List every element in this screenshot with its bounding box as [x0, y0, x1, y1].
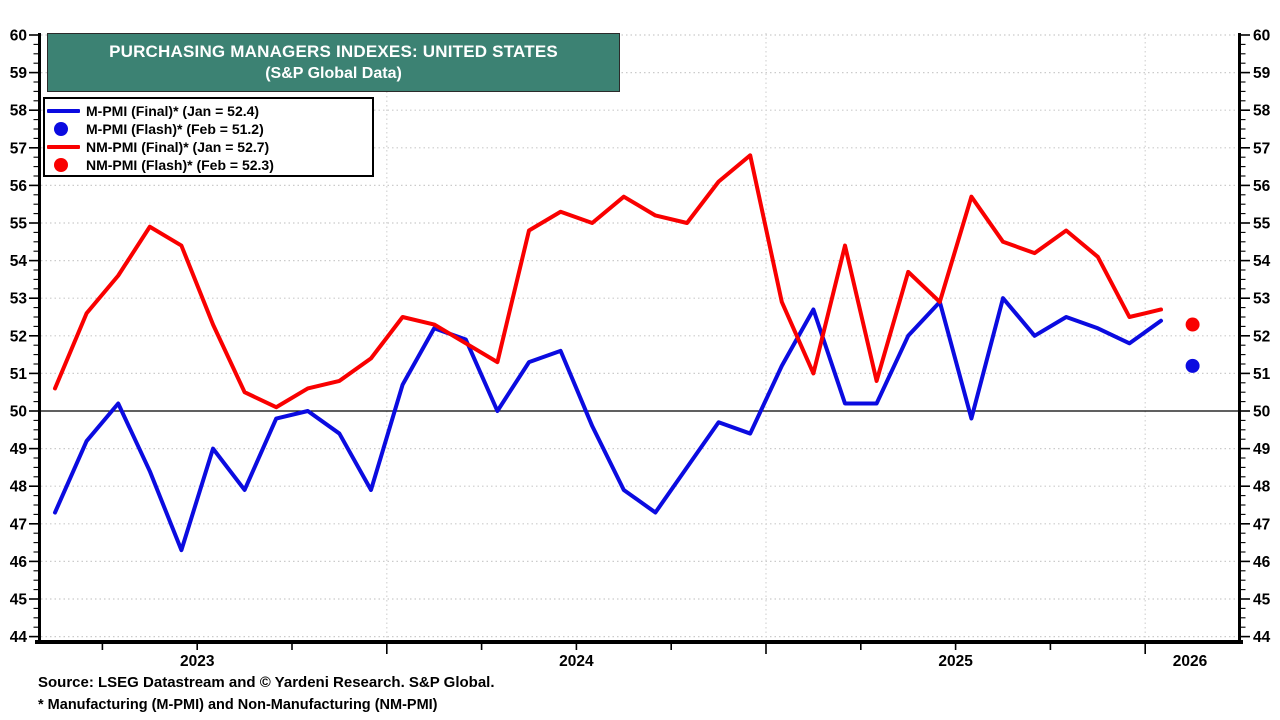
- legend-line-marker-blue: [47, 109, 83, 113]
- legend-label: M-PMI (Flash)* (Feb = 51.2): [86, 121, 264, 137]
- legend-label: NM-PMI (Flash)* (Feb = 52.3): [86, 157, 274, 173]
- y-axis-right: [1238, 33, 1241, 641]
- y-axis-label-left: 45: [10, 592, 28, 609]
- y-axis-label-right: 48: [1253, 479, 1271, 496]
- m-pmi-line: [53, 296, 1163, 553]
- y-axis-label-right: 46: [1253, 554, 1271, 571]
- y-axis-label-left: 46: [10, 554, 28, 571]
- chart-subtitle: (S&P Global Data): [265, 65, 402, 82]
- chart-title-box: PURCHASING MANAGERS INDEXES: UNITED STAT…: [47, 33, 620, 92]
- y-axis-label-right: 53: [1253, 291, 1271, 308]
- y-axis-label-left: 52: [10, 328, 27, 345]
- y-axis-label-right: 51: [1253, 366, 1271, 383]
- m-pmi-flash--dot: [1185, 358, 1200, 373]
- legend-item-m-pmi-final: M-PMI (Final)* (Jan = 52.4): [45, 102, 372, 120]
- y-axis-label-right: 60: [1253, 28, 1270, 45]
- y-axis-label-left: 60: [10, 28, 27, 45]
- y-axis-label-left: 49: [10, 441, 28, 458]
- x-year-label: 2023: [180, 653, 215, 670]
- legend-item-nm-pmi-flash: NM-PMI (Flash)* (Feb = 52.3): [45, 156, 372, 174]
- y-axis-label-left: 48: [10, 479, 28, 496]
- legend-item-nm-pmi-final: NM-PMI (Final)* (Jan = 52.7): [45, 138, 372, 156]
- y-axis-label-left: 44: [10, 629, 28, 646]
- y-axis-label-right: 59: [1253, 65, 1271, 82]
- legend-dot-marker-blue: [47, 122, 83, 136]
- y-axis-label-right: 58: [1253, 103, 1271, 120]
- x-axis: [35, 640, 1243, 644]
- y-axis-label-right: 55: [1253, 216, 1271, 233]
- y-axis-label-right: 47: [1253, 516, 1270, 533]
- y-axis-label-right: 52: [1253, 328, 1270, 345]
- legend-label: M-PMI (Final)* (Jan = 52.4): [86, 103, 260, 119]
- x-year-label: 2026: [1173, 653, 1208, 670]
- y-axis-label-left: 51: [10, 366, 28, 383]
- footnote-text: * Manufacturing (M-PMI) and Non-Manufact…: [38, 697, 438, 713]
- y-axis-label-left: 50: [10, 404, 27, 421]
- y-axis-label-left: 57: [10, 140, 27, 157]
- legend-dot-marker-red: [47, 158, 83, 172]
- y-axis-left: [38, 33, 41, 641]
- legend-line-marker-red: [47, 145, 83, 149]
- y-axis-label-left: 59: [10, 65, 28, 82]
- legend-label: NM-PMI (Final)* (Jan = 52.7): [86, 139, 270, 155]
- x-year-label: 2024: [559, 653, 594, 670]
- nm-pmi-line: [53, 153, 1163, 410]
- y-axis-label-left: 53: [10, 291, 28, 308]
- y-axis-label-left: 47: [10, 516, 27, 533]
- y-axis-label-left: 56: [10, 178, 28, 195]
- chart-title: PURCHASING MANAGERS INDEXES: UNITED STAT…: [109, 42, 558, 61]
- legend: M-PMI (Final)* (Jan = 52.4) M-PMI (Flash…: [43, 97, 374, 177]
- legend-item-m-pmi-flash: M-PMI (Flash)* (Feb = 51.2): [45, 120, 372, 138]
- nm-pmi-flash--dot: [1185, 317, 1200, 332]
- source-text: Source: LSEG Datastream and © Yardeni Re…: [38, 674, 495, 691]
- y-axis-label-right: 54: [1253, 253, 1271, 270]
- y-axis-label-right: 45: [1253, 592, 1271, 609]
- y-axis-label-right: 49: [1253, 441, 1271, 458]
- x-year-label: 2025: [938, 653, 973, 670]
- y-axis-label-left: 54: [10, 253, 28, 270]
- y-axis-label-left: 58: [10, 103, 28, 120]
- y-axis-label-right: 50: [1253, 404, 1270, 421]
- y-axis-label-left: 55: [10, 216, 28, 233]
- y-axis-label-right: 44: [1253, 629, 1271, 646]
- y-axis-label-right: 57: [1253, 140, 1270, 157]
- y-axis-label-right: 56: [1253, 178, 1271, 195]
